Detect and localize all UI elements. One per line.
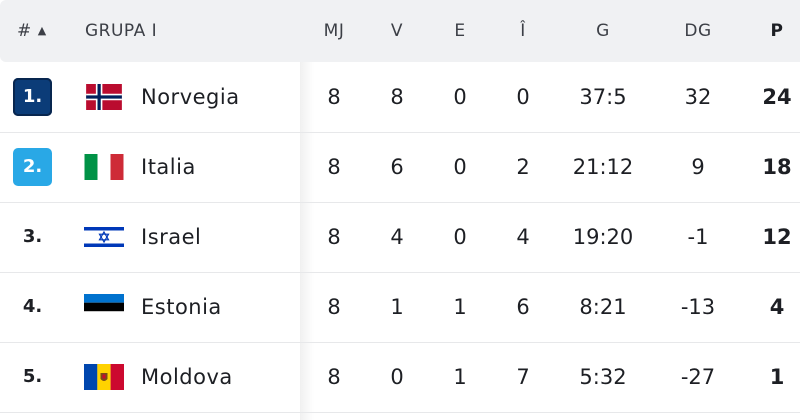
rank-badge: 1. — [13, 78, 52, 116]
wins: 8 — [390, 85, 404, 109]
goals: 5:32 — [579, 365, 627, 389]
sticky-column-shadow — [300, 62, 314, 420]
wins: 1 — [390, 295, 404, 319]
matches-played: 8 — [327, 225, 341, 249]
goal-difference: 9 — [691, 155, 705, 179]
points: 1 — [769, 365, 785, 389]
wins: 4 — [390, 225, 404, 249]
table-row[interactable]: 5. Moldova 8 0 1 7 5:32 -27 1 — [0, 342, 800, 413]
losses: 7 — [516, 365, 530, 389]
rank-badge: 5. — [22, 366, 43, 387]
moldova-flag-icon — [84, 364, 124, 390]
team-name[interactable]: Estonia — [141, 295, 222, 319]
wins: 0 — [390, 365, 404, 389]
matches-played: 8 — [327, 295, 341, 319]
goals: 19:20 — [572, 225, 634, 249]
draws: 1 — [453, 295, 467, 319]
draws: 1 — [453, 365, 467, 389]
table-row[interactable]: 4. Estonia 8 1 1 6 8:21 -13 4 — [0, 272, 800, 343]
wins-header[interactable]: V — [390, 21, 404, 41]
losses: 2 — [516, 155, 530, 179]
points: 18 — [762, 155, 792, 179]
losses-header[interactable]: Î — [520, 21, 526, 41]
italy-flag-icon — [84, 154, 124, 180]
points: 24 — [762, 85, 792, 109]
losses: 6 — [516, 295, 530, 319]
wins: 6 — [390, 155, 404, 179]
israel-flag-icon — [84, 224, 124, 250]
losses: 4 — [516, 225, 530, 249]
points-header[interactable]: P — [770, 21, 784, 41]
matches-played: 8 — [327, 85, 341, 109]
goal-difference: 32 — [684, 85, 712, 109]
goal-difference-header[interactable]: DG — [684, 21, 712, 41]
matches-played-header[interactable]: MJ — [323, 21, 345, 41]
matches-played: 8 — [327, 155, 341, 179]
draws: 0 — [453, 155, 467, 179]
goal-difference: -1 — [687, 225, 709, 249]
team-name[interactable]: Norvegia — [141, 85, 240, 109]
goal-difference: -27 — [680, 365, 716, 389]
matches-played: 8 — [327, 365, 341, 389]
team-name[interactable]: Israel — [141, 225, 202, 249]
goals-header[interactable]: G — [596, 21, 610, 41]
points: 4 — [769, 295, 785, 319]
draws: 0 — [453, 225, 467, 249]
draws: 0 — [453, 85, 467, 109]
goals: 8:21 — [579, 295, 627, 319]
rank-badge: 3. — [22, 226, 43, 247]
norway-flag-icon — [84, 84, 124, 110]
goals: 21:12 — [572, 155, 634, 179]
table-row[interactable]: 1. Norvegia 8 8 0 0 37:5 32 24 — [0, 62, 800, 133]
team-name[interactable]: Italia — [141, 155, 196, 179]
rank-badge: 2. — [13, 148, 52, 186]
table-header: # ▲ GRUPA I MJ V E Î G DG P — [0, 0, 800, 62]
table-row[interactable]: 3. Israel 8 4 0 4 19:20 -1 12 — [0, 202, 800, 273]
rank-badge: 4. — [22, 296, 43, 317]
group-name-header: GRUPA I — [85, 21, 158, 41]
goal-difference: -13 — [680, 295, 716, 319]
sort-ascending-icon[interactable]: ▲ — [37, 24, 47, 37]
estonia-flag-icon — [84, 294, 124, 320]
goals: 37:5 — [579, 85, 627, 109]
rank-column-header[interactable]: # ▲ — [17, 0, 47, 62]
table-row[interactable]: 2. Italia 8 6 0 2 21:12 9 18 — [0, 132, 800, 203]
losses: 0 — [516, 85, 530, 109]
team-name[interactable]: Moldova — [141, 365, 233, 389]
points: 12 — [762, 225, 792, 249]
rank-header-label: # — [17, 21, 32, 41]
draws-header[interactable]: E — [454, 21, 466, 41]
